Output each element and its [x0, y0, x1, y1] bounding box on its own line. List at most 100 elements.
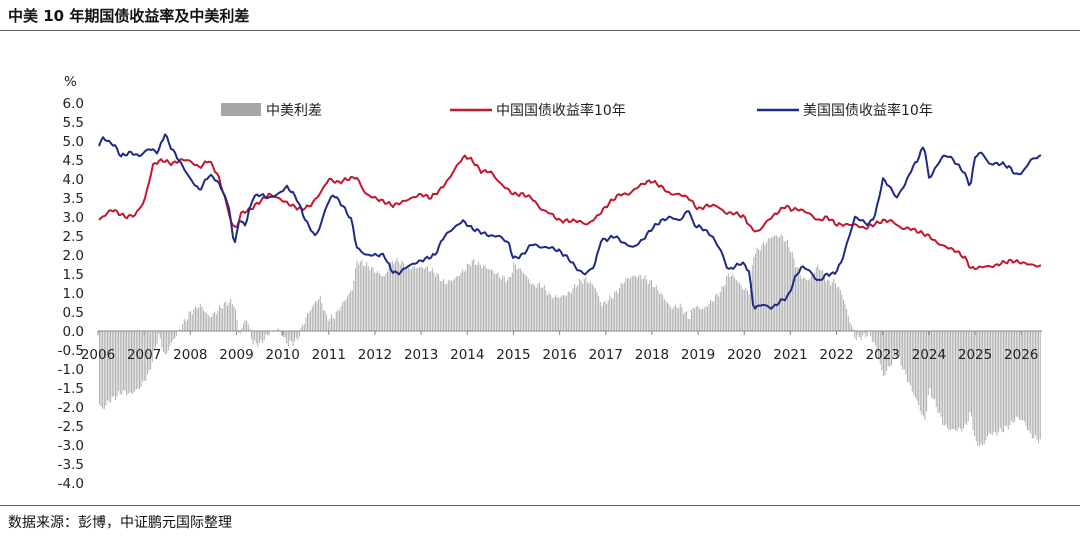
spread-bar	[939, 331, 940, 413]
spread-bar	[550, 294, 552, 331]
spread-bar	[291, 331, 292, 342]
spread-bar	[414, 266, 416, 331]
spread-bar	[798, 268, 800, 331]
spread-bar	[388, 268, 390, 331]
spread-bar	[529, 282, 531, 331]
spread-bar	[860, 331, 862, 341]
spread-bar	[172, 331, 174, 340]
spread-bar	[974, 331, 976, 437]
spread-bar	[564, 295, 566, 331]
spread-bar	[702, 309, 704, 331]
spread-bar	[847, 315, 849, 331]
spread-bar	[815, 267, 817, 331]
spread-bar	[900, 331, 902, 366]
y-tick-label: 6.0	[63, 96, 84, 112]
spread-bar	[212, 313, 214, 331]
spread-bar	[548, 292, 550, 331]
spread-bar	[375, 272, 377, 331]
spread-bar	[948, 331, 950, 430]
spread-bar	[151, 331, 153, 362]
spread-bar	[756, 247, 758, 331]
x-axis-ticks: 2006 2007 2008 2009 2010 2011 2012 2013 2014 2015…	[81, 347, 1039, 363]
spread-bar	[777, 236, 779, 331]
spread-bar	[780, 234, 782, 331]
spread-bar	[655, 285, 657, 331]
spread-bar	[427, 266, 428, 331]
spread-bar	[507, 279, 508, 331]
spread-bar	[478, 261, 480, 331]
spread-bar	[710, 300, 712, 331]
spread-bar	[707, 306, 708, 331]
spread-bar	[369, 270, 371, 331]
spread-bar	[788, 247, 790, 331]
spread-bar	[324, 310, 326, 331]
spread-bar	[582, 283, 584, 331]
spread-bar	[459, 276, 460, 331]
spread-bar	[972, 331, 974, 431]
spread-bar	[182, 324, 184, 331]
spread-bar	[166, 331, 168, 354]
spread-bar	[851, 325, 852, 331]
spread-bar	[758, 249, 760, 331]
spread-bar	[910, 331, 912, 386]
spread-bar	[662, 294, 664, 331]
spread-bar	[255, 331, 257, 344]
spread-bar	[667, 302, 668, 331]
spread-bar	[310, 310, 312, 331]
spread-bar	[822, 269, 824, 331]
spread-bar	[455, 276, 457, 331]
spread-bar	[332, 318, 334, 331]
spread-bar	[148, 331, 150, 371]
spread-bar	[163, 331, 164, 352]
spread-bar	[761, 244, 763, 331]
spread-bar	[763, 242, 764, 331]
spread-bar	[243, 323, 244, 331]
spread-bar	[142, 331, 144, 382]
spread-bar	[987, 331, 988, 437]
spread-bar	[809, 278, 811, 331]
spread-bar	[755, 253, 756, 331]
spread-bar	[1004, 331, 1006, 426]
spread-bar	[783, 241, 785, 331]
spread-bar	[495, 273, 497, 331]
spread-bar	[641, 278, 643, 331]
spread-bar	[803, 277, 804, 331]
spread-bar	[423, 269, 425, 331]
x-tick-label: 2017	[589, 347, 623, 363]
spread-bar	[428, 271, 430, 331]
spread-bar	[875, 331, 876, 346]
spread-bar	[156, 331, 158, 344]
spread-bar	[926, 331, 928, 412]
spread-bar	[195, 305, 196, 331]
spread-bar	[775, 235, 777, 331]
spread-bar	[183, 318, 185, 331]
spread-bar	[823, 276, 825, 331]
spread-bar	[977, 331, 979, 446]
x-tick-label: 2013	[404, 347, 438, 363]
spread-bar	[859, 331, 860, 338]
x-tick-label: 2006	[81, 347, 115, 363]
spread-bar	[953, 331, 955, 430]
spread-bar	[599, 301, 601, 331]
spread-bar	[316, 301, 318, 331]
spread-bar	[895, 331, 897, 359]
spread-bar	[315, 301, 316, 331]
spread-bar	[567, 291, 569, 331]
spread-bar	[196, 308, 198, 331]
spread-bar	[951, 331, 953, 430]
spread-bar	[644, 275, 646, 331]
spread-bar	[1028, 331, 1030, 431]
spread-bar	[846, 309, 848, 331]
spread-bar	[587, 282, 588, 331]
spread-bar	[603, 302, 604, 331]
spread-bar	[223, 302, 225, 331]
spread-bar	[1017, 331, 1019, 418]
x-tick-label: 2008	[173, 347, 207, 363]
spread-bar	[1023, 331, 1025, 422]
spread-bar	[1036, 331, 1038, 440]
spread-bar	[620, 282, 622, 331]
spread-bar	[510, 276, 512, 331]
spread-bar	[179, 328, 180, 331]
spread-bar	[335, 311, 337, 331]
spread-bar	[417, 267, 419, 331]
